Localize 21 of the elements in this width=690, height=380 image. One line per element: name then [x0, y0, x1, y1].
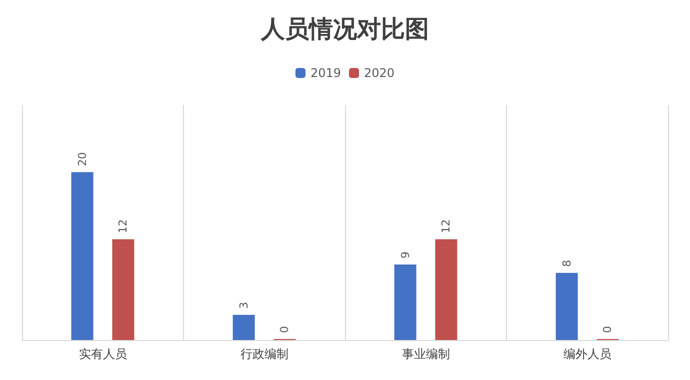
bar: [71, 172, 94, 340]
bar: [112, 239, 134, 340]
data-label: 0: [601, 326, 614, 333]
x-tick-label: 事业编制: [402, 347, 450, 361]
data-label: 12: [440, 219, 453, 234]
data-label: 9: [398, 251, 412, 258]
data-label: 20: [76, 152, 89, 166]
x-tick-label: 编外人员: [563, 347, 612, 361]
data-label: 8: [560, 260, 574, 267]
data-label: 0: [278, 326, 292, 333]
bar: [435, 239, 458, 340]
bar: [232, 314, 255, 340]
data-label: 12: [116, 219, 130, 234]
x-tick-label: 行政编制: [240, 347, 288, 361]
legend-label: 2019: [310, 66, 342, 80]
legend-label: 2020: [364, 66, 395, 80]
x-tick-label: 实有人员: [78, 347, 127, 361]
data-label: 3: [237, 302, 250, 309]
bar: [394, 264, 416, 340]
bar: [556, 272, 578, 340]
chart-title: 人员情况对比图: [260, 15, 429, 43]
